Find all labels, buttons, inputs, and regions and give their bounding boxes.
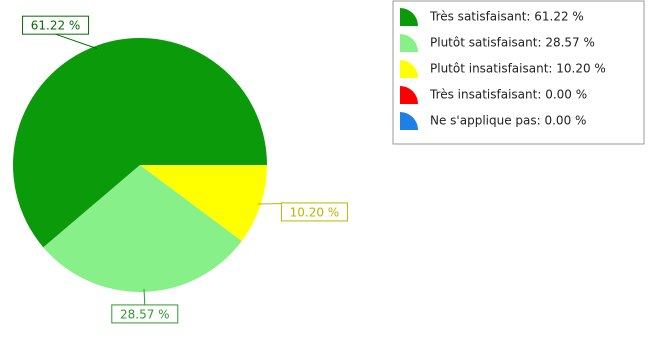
pie-slice bbox=[140, 165, 267, 241]
legend-swatch bbox=[400, 34, 418, 52]
value-label: 61.22 % bbox=[31, 19, 81, 33]
value-label: 10.20 % bbox=[290, 205, 340, 219]
legend-label: Plutôt insatisfaisant: 10.20 % bbox=[430, 62, 606, 76]
legend-label: Très satisfaisant: 61.22 % bbox=[429, 10, 584, 24]
legend-label: Plutôt satisfaisant: 28.57 % bbox=[430, 36, 595, 50]
label-box bbox=[111, 304, 179, 324]
label-leader bbox=[143, 288, 146, 305]
legend-label: Très insatisfaisant: 0.00 % bbox=[429, 88, 587, 102]
legend-label: Ne s'applique pas: 0.00 % bbox=[430, 114, 586, 128]
pie-slice bbox=[43, 165, 242, 292]
label-leader bbox=[55, 33, 98, 50]
legend-box bbox=[392, 0, 645, 145]
legend-swatch bbox=[400, 112, 418, 130]
legend-swatch bbox=[400, 8, 418, 26]
label-box bbox=[280, 202, 348, 222]
legend-swatch bbox=[400, 86, 418, 104]
pie-slice bbox=[12, 38, 267, 248]
label-box bbox=[22, 15, 90, 35]
legend-swatch bbox=[400, 60, 418, 78]
value-label: 28.57 % bbox=[120, 307, 170, 321]
